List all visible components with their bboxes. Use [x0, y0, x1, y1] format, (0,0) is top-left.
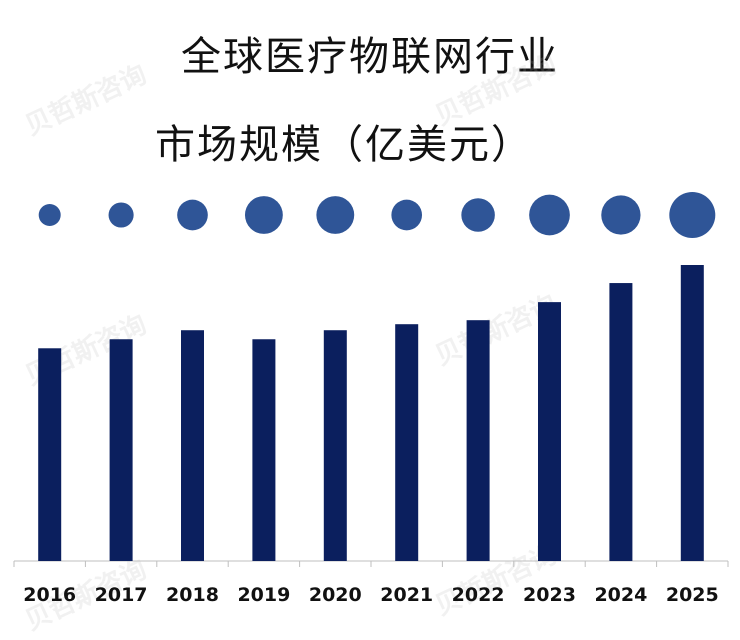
bar-2024 [609, 283, 633, 561]
bubble-2018 [177, 199, 208, 231]
bubble-2016 [38, 204, 61, 226]
x-tick-label: 2025 [666, 584, 719, 606]
bubble-2022 [461, 198, 495, 232]
bar-2018 [181, 330, 204, 561]
bubble-2021 [391, 199, 423, 231]
bar-2017 [109, 339, 133, 561]
x-tick-label: 2021 [380, 584, 433, 606]
bubble-2019 [244, 196, 283, 234]
chart-subtitle: 市场规模（亿美元） [155, 122, 533, 168]
x-tick-label: 2017 [95, 584, 148, 606]
bubble-2024 [601, 195, 641, 235]
bar-2022 [466, 320, 490, 561]
bubble-2025 [669, 192, 716, 238]
bar-2019 [252, 339, 276, 561]
bubble-2017 [108, 202, 134, 228]
chart-title: 全球医疗物联网行业 [181, 34, 559, 80]
x-tick-label: 2019 [237, 584, 290, 606]
bubble-2020 [316, 196, 355, 234]
bar-2023 [538, 302, 561, 561]
bar-2016 [38, 348, 62, 561]
x-tick-label: 2023 [523, 584, 576, 606]
x-tick-label: 2018 [166, 584, 219, 606]
x-tick-label: 2016 [23, 584, 76, 606]
bar-2021 [395, 324, 419, 561]
bar-2020 [323, 330, 347, 561]
bubble-2023 [529, 194, 570, 236]
x-tick-label: 2024 [594, 584, 647, 606]
x-tick-label: 2022 [452, 584, 505, 606]
x-tick-label: 2020 [309, 584, 362, 606]
bar-2025 [680, 265, 704, 561]
